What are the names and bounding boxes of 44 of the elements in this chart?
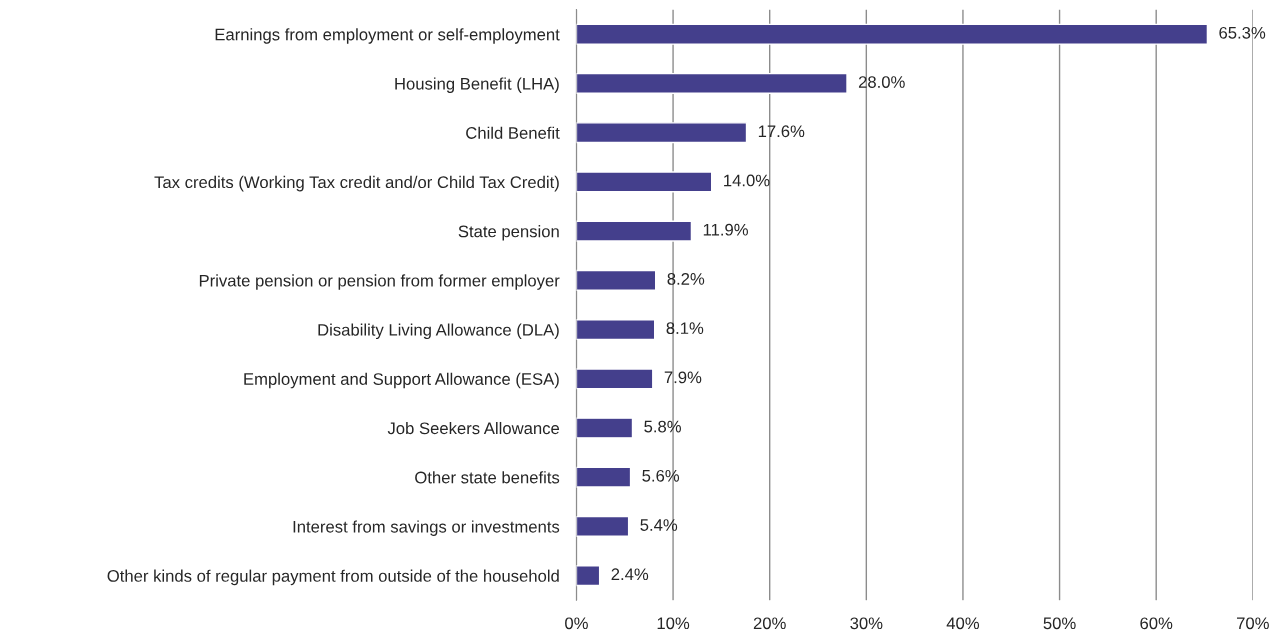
x-tick-label: 30%: [850, 617, 883, 630]
bar: [576, 23, 1209, 45]
bar: [576, 565, 601, 587]
bar: [576, 515, 630, 537]
data-label: 11.9%: [703, 223, 748, 236]
data-label: 14.0%: [724, 174, 770, 187]
data-label: 5.6%: [642, 469, 680, 482]
bar: [576, 171, 713, 193]
x-tick-label: 20%: [753, 617, 786, 630]
bar: [576, 220, 693, 242]
y-tick-label: Child Benefit: [466, 126, 560, 139]
x-tick-label: 50%: [1043, 617, 1076, 630]
y-tick-label: Interest from savings or investments: [293, 520, 560, 536]
y-tick-label: Other kinds of regular payment from outside of the household: [107, 569, 559, 586]
data-label: 8.2%: [667, 273, 705, 285]
bar: [576, 368, 654, 390]
bar: [576, 269, 657, 291]
data-label: 65.3%: [1219, 26, 1266, 39]
x-tick-label: 60%: [1140, 617, 1173, 630]
data-label: 28.0%: [858, 76, 905, 88]
bar: [576, 466, 632, 488]
y-tick-label: Employment and Support Allowance (ESA): [244, 372, 559, 389]
data-label: 2.4%: [611, 568, 649, 581]
data-label: 17.6%: [758, 125, 805, 138]
y-tick-label: Tax credits (Working Tax credit and/or Child Tax Credit): [154, 175, 559, 192]
bar: [576, 122, 748, 144]
x-tick-label: 0%: [565, 617, 588, 630]
bar: [576, 417, 634, 439]
bar: [576, 319, 656, 341]
y-tick-label: Job Seekers Allowance: [387, 421, 560, 435]
bar: [576, 72, 848, 94]
y-tick-label: Disability Living Allowance (DLA): [318, 323, 559, 340]
x-tick-label: 40%: [946, 617, 980, 630]
y-tick-label: Housing Benefit (LHA): [395, 77, 559, 93]
data-label: 5.8%: [644, 420, 681, 433]
x-tick-label: 70%: [1236, 617, 1269, 630]
x-tick-label: 10%: [657, 617, 690, 630]
y-tick-label: Other state benefits: [415, 471, 560, 484]
data-label: 7.9%: [664, 371, 702, 384]
y-tick-label: Private pension or pension from former employer: [199, 274, 560, 290]
y-tick-label: Earnings from employment or self-employment: [215, 28, 560, 44]
data-label: 8.1%: [666, 322, 704, 335]
y-tick-label: State pension: [458, 225, 559, 241]
data-label: 5.4%: [640, 519, 678, 531]
